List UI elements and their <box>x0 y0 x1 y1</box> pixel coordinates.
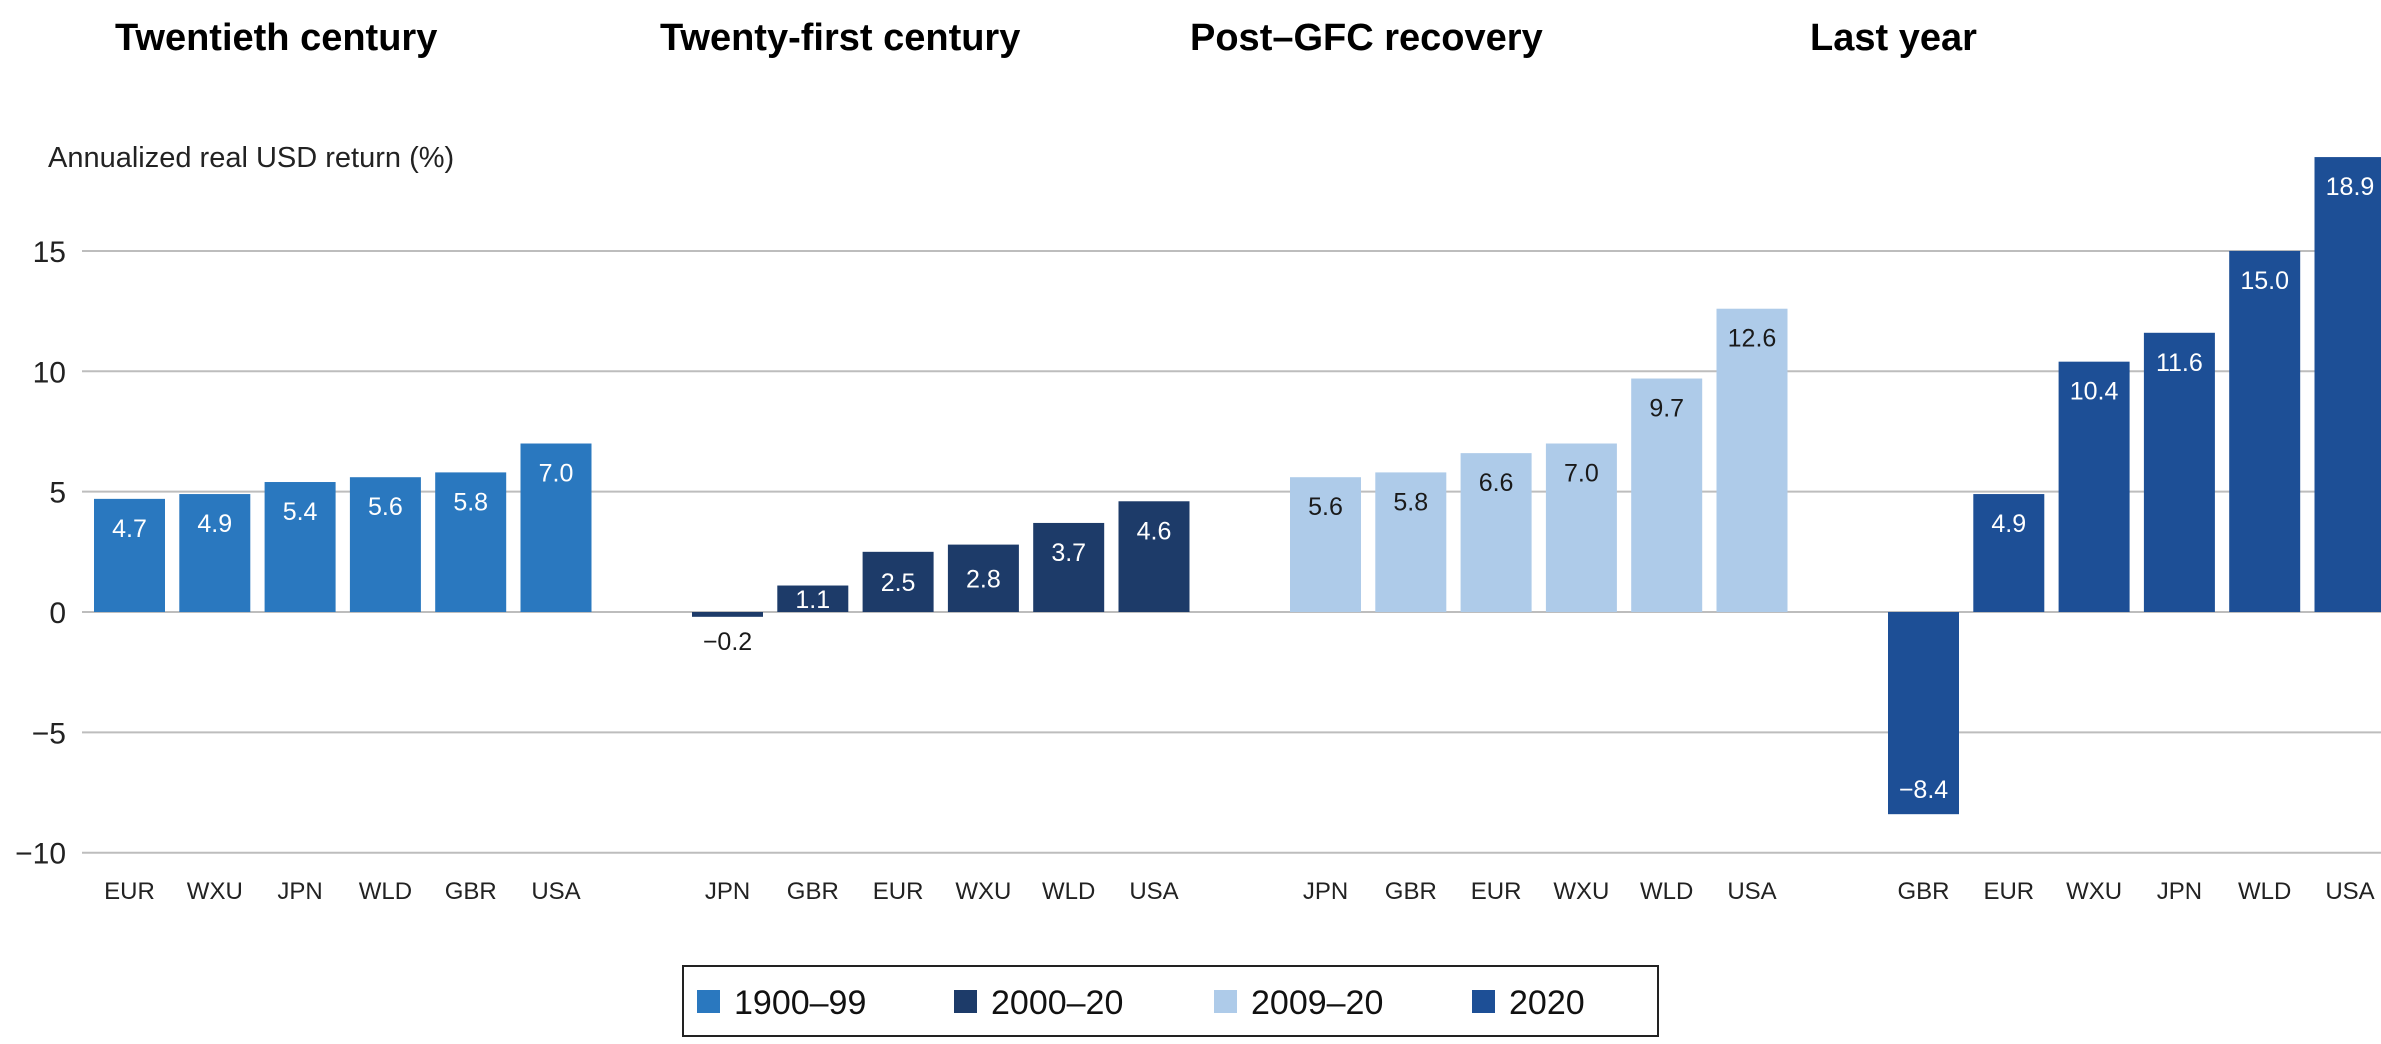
legend-label: 2020 <box>1509 984 1585 1022</box>
bar <box>1631 378 1703 612</box>
legend-swatch <box>1472 990 1495 1013</box>
bar <box>862 551 934 612</box>
bar-value-label: 4.9 <box>1991 510 2026 538</box>
group-title: Twenty-first century <box>660 17 1020 59</box>
bar <box>349 477 421 612</box>
bar-value-label: 15.0 <box>2240 267 2289 295</box>
bar-value-label: 9.7 <box>1649 395 1684 423</box>
x-tick-label: WLD <box>359 878 412 905</box>
x-tick-label: EUR <box>1983 878 2034 905</box>
bar-value-label: 7.0 <box>1564 460 1599 488</box>
x-tick-label: JPN <box>277 878 322 905</box>
bar <box>264 482 336 612</box>
bar-value-label: 18.9 <box>2326 173 2375 201</box>
bar <box>1375 472 1447 612</box>
group-title: Post–GFC recovery <box>1190 17 1543 59</box>
bar <box>94 498 165 612</box>
bar <box>947 544 1019 612</box>
group-title: Last year <box>1810 17 1977 59</box>
bar <box>1290 477 1361 612</box>
bar <box>435 472 507 612</box>
bar <box>2229 250 2301 612</box>
legend: 1900–99 2000–20 2009–20 2020 <box>682 965 1659 1037</box>
group-title: Twentieth century <box>115 17 437 59</box>
bar-value-label: 5.8 <box>1393 488 1428 516</box>
y-tick-label: 15 <box>33 236 66 269</box>
y-tick-label: −5 <box>32 717 66 750</box>
bar <box>2314 157 2381 612</box>
bar <box>2058 361 2130 612</box>
legend-label: 2000–20 <box>991 984 1123 1022</box>
x-tick-label: GBR <box>1897 878 1949 905</box>
bar <box>1545 443 1617 612</box>
bar <box>1973 494 2045 612</box>
y-axis-title: Annualized real USD return (%) <box>48 142 454 174</box>
bar-value-label: 11.6 <box>2156 349 2203 377</box>
bar-value-label: 2.8 <box>966 565 1001 593</box>
x-tick-label: JPN <box>1303 878 1348 905</box>
x-tick-label: EUR <box>873 878 924 905</box>
x-tick-label: USA <box>2325 878 2374 905</box>
x-tick-label: GBR <box>787 878 839 905</box>
x-tick-label: GBR <box>445 878 497 905</box>
bar-value-label: 5.6 <box>368 493 403 521</box>
bar-value-label: 4.9 <box>197 510 232 538</box>
bar <box>1460 453 1532 612</box>
bar-value-label: 1.1 <box>795 586 830 614</box>
x-tick-label: USA <box>1727 878 1776 905</box>
bar-labels: 4.7 4.9 5.4 5.6 5.8 7.0 −0.2 1.1 2.5 2.8 3.7 4.6 5.6… <box>112 173 2374 804</box>
bar-value-label: 3.7 <box>1051 539 1086 567</box>
x-axis-ticks: EUR WXU JPN WLD GBR USA JPN GBR EUR WXU WLD USA JPN G… <box>104 878 2375 905</box>
bar-value-label: 5.8 <box>453 488 488 516</box>
bar <box>777 585 849 612</box>
legend-swatch <box>697 990 720 1013</box>
bar-value-label: 4.7 <box>112 515 147 543</box>
bar <box>179 494 251 612</box>
x-tick-label: EUR <box>1471 878 1522 905</box>
x-tick-label: WXU <box>1553 878 1609 905</box>
bar-value-label: 10.4 <box>2070 378 2119 406</box>
legend-swatch <box>1214 990 1237 1013</box>
bars <box>94 157 2381 815</box>
bar-value-label: 5.6 <box>1308 493 1343 521</box>
bar <box>1888 612 1959 815</box>
x-tick-label: WLD <box>2238 878 2291 905</box>
x-tick-label: JPN <box>2157 878 2202 905</box>
x-tick-label: WXU <box>187 878 243 905</box>
x-tick-label: JPN <box>705 878 750 905</box>
x-tick-label: USA <box>531 878 580 905</box>
x-tick-label: WLD <box>1042 878 1095 905</box>
legend-box <box>682 965 1659 1037</box>
bar-value-label: −8.4 <box>1899 776 1948 804</box>
legend-swatch <box>954 990 977 1013</box>
y-tick-label: 0 <box>49 597 66 630</box>
bar-value-label: 12.6 <box>1728 325 1777 353</box>
y-tick-label: 10 <box>33 356 66 389</box>
bar-value-label: 6.6 <box>1479 469 1514 497</box>
y-axis-ticks: 15 10 5 0 −5 −10 <box>15 236 66 871</box>
x-tick-label: WLD <box>1640 878 1693 905</box>
bar <box>1716 308 1788 612</box>
y-tick-label: 5 <box>49 477 66 510</box>
bar-value-label: 5.4 <box>283 498 318 526</box>
x-tick-label: USA <box>1129 878 1178 905</box>
legend-label: 2009–20 <box>1251 984 1383 1022</box>
bar <box>1033 522 1105 612</box>
bar <box>520 443 592 612</box>
x-tick-label: EUR <box>104 878 155 905</box>
y-tick-label: −10 <box>15 838 66 871</box>
bar <box>1118 501 1190 612</box>
group-titles: Twentieth century Twenty-first century Pos… <box>115 17 1977 59</box>
bar-value-label: −0.2 <box>703 628 752 656</box>
x-tick-label: WXU <box>2066 878 2122 905</box>
legend-label: 1900–99 <box>734 984 866 1022</box>
x-tick-label: GBR <box>1385 878 1437 905</box>
bar <box>692 612 763 617</box>
bar-value-label: 2.5 <box>881 569 916 597</box>
bar-value-label: 7.0 <box>539 460 574 488</box>
bar <box>2143 332 2215 612</box>
bar-value-label: 4.6 <box>1137 517 1172 545</box>
x-tick-label: WXU <box>955 878 1011 905</box>
